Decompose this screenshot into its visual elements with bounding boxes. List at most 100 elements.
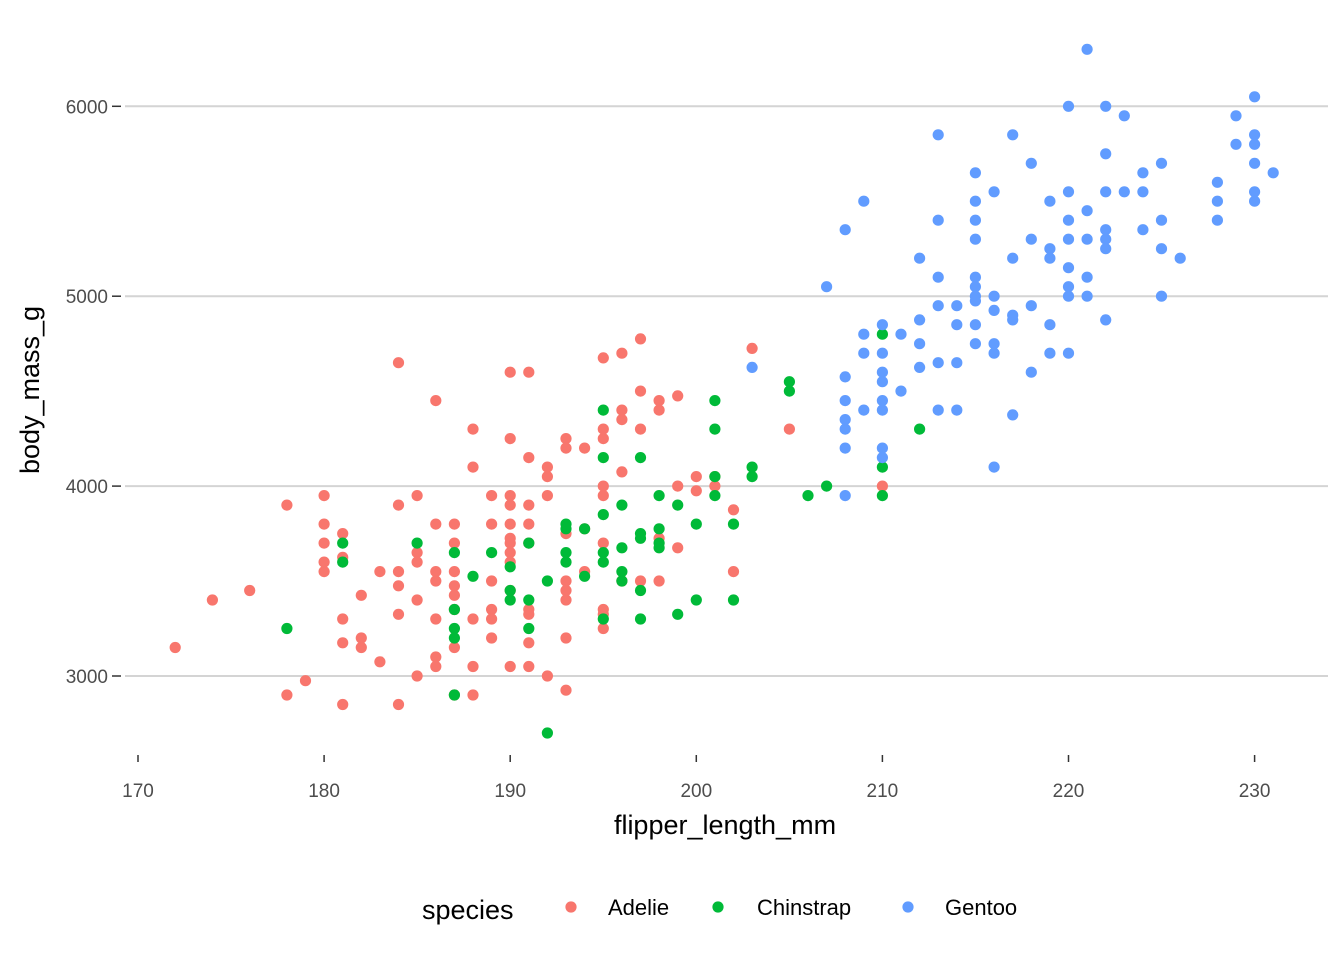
data-point-adelie	[430, 518, 442, 530]
data-point-gentoo	[914, 252, 926, 264]
data-point-adelie	[597, 622, 609, 635]
data-point-chinstrap	[560, 523, 572, 535]
data-point-adelie	[560, 433, 572, 445]
data-point-chinstrap	[448, 689, 460, 701]
data-point-adelie	[504, 537, 516, 549]
data-point-adelie	[448, 580, 460, 592]
data-point-adelie	[467, 461, 479, 473]
data-point-gentoo	[858, 195, 870, 207]
data-point-adelie	[672, 390, 684, 402]
y-tick-label: 6000	[66, 97, 108, 118]
data-point-gentoo	[1174, 252, 1186, 264]
data-point-chinstrap	[523, 537, 535, 549]
data-point-gentoo	[876, 404, 889, 416]
data-point-adelie	[337, 637, 349, 649]
data-point-chinstrap	[709, 471, 721, 483]
data-point-adelie	[392, 580, 405, 592]
data-point-adelie	[504, 518, 516, 530]
data-point-adelie	[281, 689, 293, 701]
data-point-adelie	[467, 689, 479, 701]
data-point-gentoo	[895, 385, 907, 397]
data-point-gentoo	[1044, 347, 1056, 359]
data-point-adelie	[430, 566, 442, 578]
data-point-gentoo	[876, 442, 889, 454]
data-point-gentoo	[932, 357, 944, 369]
x-tick-label: 200	[680, 781, 712, 802]
data-point-chinstrap	[672, 608, 684, 620]
data-point-adelie	[653, 404, 665, 416]
data-point-adelie	[448, 566, 460, 578]
data-point-chinstrap	[579, 570, 591, 582]
data-point-adelie	[504, 547, 516, 559]
data-point-adelie	[504, 499, 516, 511]
data-point-gentoo	[1249, 138, 1261, 150]
data-point-adelie	[523, 608, 535, 620]
data-point-gentoo	[1230, 110, 1242, 122]
data-point-gentoo	[1081, 290, 1093, 302]
legend: species Adelie Chinstrap Gentoo	[422, 895, 1017, 925]
y-axis-title: body_mass_g	[15, 306, 45, 474]
data-point-adelie	[746, 342, 758, 354]
data-point-adelie	[690, 485, 702, 497]
data-point-adelie	[318, 490, 330, 502]
data-point-adelie	[486, 575, 498, 587]
data-point-chinstrap	[709, 490, 721, 502]
data-point-gentoo	[1100, 224, 1112, 236]
data-point-adelie	[653, 395, 665, 407]
data-point-adelie	[541, 490, 554, 502]
data-point-chinstrap	[634, 452, 647, 464]
data-point-adelie	[672, 480, 684, 492]
data-point-gentoo	[1044, 319, 1056, 331]
legend-items: Adelie Chinstrap Gentoo	[565, 895, 1017, 920]
data-point-gentoo	[1062, 233, 1075, 245]
data-point-adelie	[616, 414, 628, 426]
data-point-gentoo	[932, 271, 944, 283]
data-point-chinstrap	[876, 328, 889, 340]
data-point-gentoo	[951, 357, 963, 369]
data-point-adelie	[374, 656, 386, 668]
data-point-chinstrap	[709, 395, 721, 407]
data-point-adelie	[616, 404, 628, 416]
data-point-gentoo	[1062, 290, 1075, 302]
data-point-chinstrap	[690, 594, 702, 606]
data-point-gentoo	[1062, 100, 1075, 112]
data-point-gentoo	[1155, 243, 1168, 255]
data-point-gentoo	[1155, 214, 1168, 226]
data-point-gentoo	[1211, 195, 1223, 207]
data-point-adelie	[448, 518, 460, 530]
data-point-gentoo	[1118, 186, 1130, 198]
data-point-adelie	[523, 452, 535, 464]
data-point-chinstrap	[448, 603, 460, 616]
data-point-adelie	[337, 698, 349, 711]
data-point-gentoo	[988, 347, 1000, 359]
x-axis-title: flipper_length_mm	[614, 810, 836, 840]
data-point-adelie	[392, 566, 405, 578]
data-point-chinstrap	[448, 632, 460, 644]
data-point-adelie	[523, 499, 535, 511]
data-point-adelie	[430, 575, 442, 587]
data-point-gentoo	[876, 452, 889, 464]
data-point-gentoo	[914, 361, 926, 373]
data-point-gentoo	[876, 366, 889, 378]
data-point-adelie	[392, 698, 405, 711]
data-point-gentoo	[1100, 314, 1112, 326]
data-point-chinstrap	[653, 523, 665, 535]
data-point-adelie	[337, 528, 349, 540]
data-point-adelie	[281, 499, 293, 511]
data-point-adelie	[634, 423, 647, 435]
data-point-gentoo	[1249, 157, 1261, 169]
data-point-adelie	[337, 613, 349, 625]
data-point-chinstrap	[597, 556, 609, 568]
data-point-chinstrap	[541, 727, 554, 739]
data-point-adelie	[486, 490, 498, 502]
data-point-adelie	[634, 333, 647, 345]
legend-label-chinstrap: Chinstrap	[757, 895, 851, 920]
data-point-adelie	[392, 499, 405, 511]
data-point-gentoo	[1007, 409, 1019, 421]
data-point-chinstrap	[504, 584, 516, 597]
data-point-gentoo	[988, 186, 1000, 198]
data-point-chinstrap	[523, 622, 535, 635]
data-point-gentoo	[969, 214, 982, 226]
data-point-gentoo	[932, 404, 944, 416]
data-point-chinstrap	[914, 423, 926, 435]
